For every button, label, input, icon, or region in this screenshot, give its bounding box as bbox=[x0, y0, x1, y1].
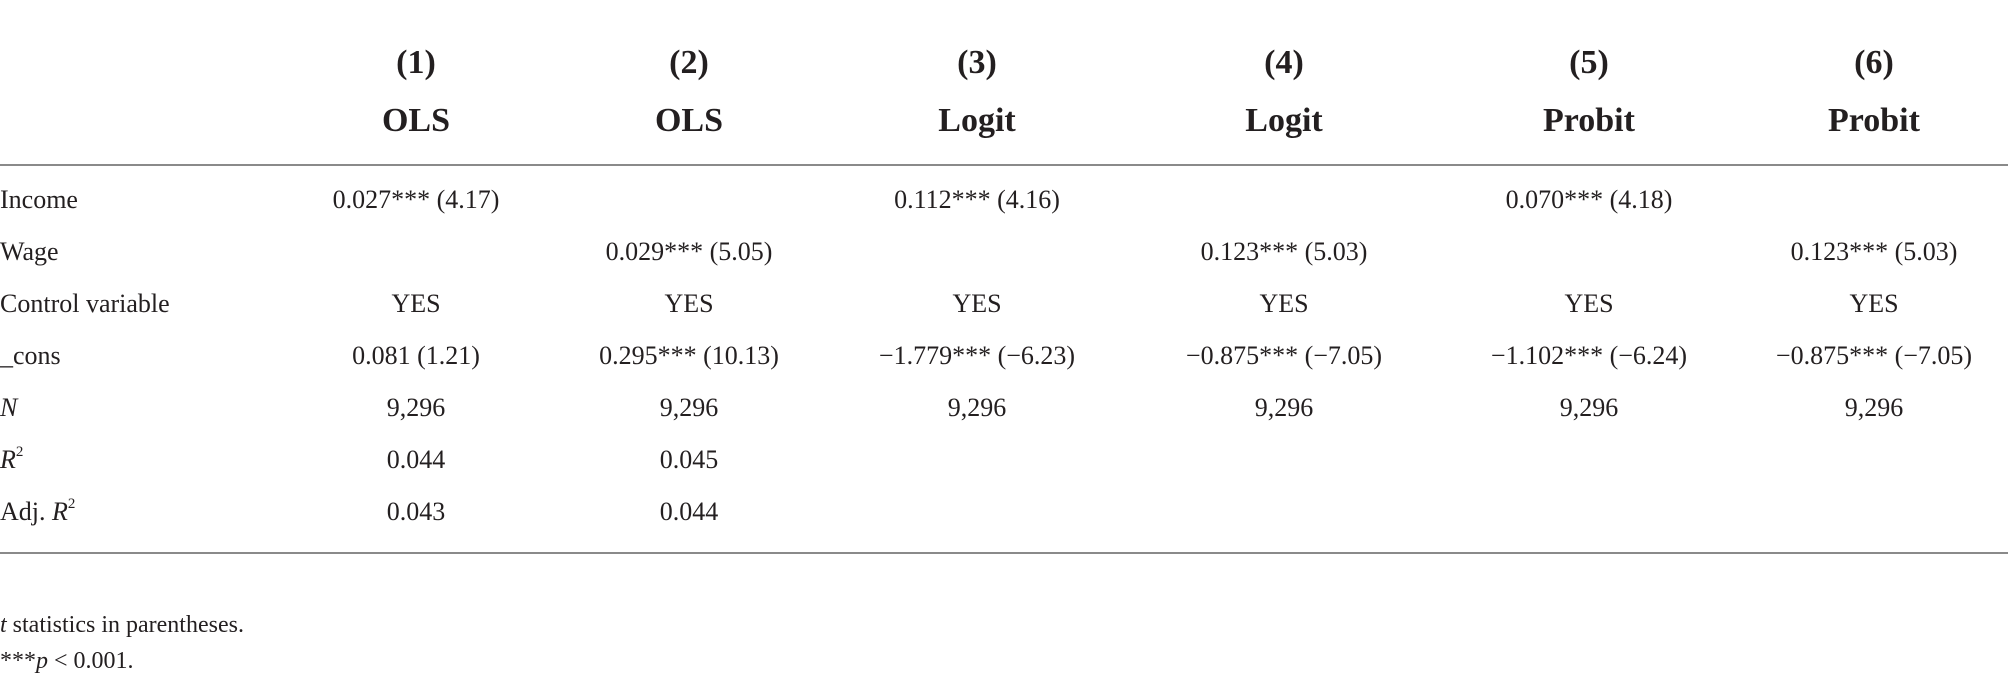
table-cell: 0.123*** (5.03) bbox=[1790, 237, 1958, 266]
table-cell bbox=[1130, 165, 1438, 226]
regression-table: (1) (2) (3) (4) (5) (6) OLS OLS Logit Lo… bbox=[0, 0, 2008, 553]
note-p-symbol: p bbox=[36, 648, 48, 674]
table-cell: 9,296 bbox=[659, 393, 719, 422]
table-cell: 0.029*** (5.05) bbox=[605, 237, 773, 266]
table-cell bbox=[1740, 486, 2008, 553]
row-label: Control variable bbox=[0, 289, 170, 318]
table-row-control-variable: Control variable YES YES YES YES YES YES bbox=[0, 278, 2008, 330]
table-row-adj-r-squared: Adj. R2 0.043 0.044 bbox=[0, 486, 2008, 553]
table-cell bbox=[1740, 165, 2008, 226]
column-number: (2) bbox=[669, 44, 709, 81]
column-number: (5) bbox=[1569, 44, 1609, 81]
header-corner-cell bbox=[0, 0, 278, 82]
model-name: OLS bbox=[381, 102, 451, 139]
column-number: (1) bbox=[396, 44, 436, 81]
table-cell: YES bbox=[1849, 289, 1899, 318]
table-cell: 9,296 bbox=[386, 393, 446, 422]
t-statistics-note: t statistics in parentheses. bbox=[0, 607, 244, 643]
note-t-text: statistics in parentheses. bbox=[6, 612, 244, 638]
table-cell: 0.081 (1.21) bbox=[352, 341, 480, 370]
table-cell bbox=[824, 486, 1130, 553]
table-cell bbox=[1438, 434, 1740, 486]
table-cell bbox=[554, 165, 824, 226]
table-cell: −0.875*** (−7.05) bbox=[1185, 341, 1383, 370]
table-row-income: Income 0.027*** (4.17) 0.112*** (4.16) 0… bbox=[0, 165, 2008, 226]
table-cell bbox=[1438, 486, 1740, 553]
row-label: N bbox=[0, 393, 18, 422]
table-cell: 0.070*** (4.18) bbox=[1505, 185, 1673, 214]
table-cell bbox=[824, 226, 1130, 278]
table-cell: 0.044 bbox=[386, 445, 446, 474]
row-label-prefix: Adj. bbox=[0, 497, 52, 526]
model-name: Logit bbox=[1245, 102, 1323, 139]
table-cell: 0.045 bbox=[659, 445, 719, 474]
table-notes: t statistics in parentheses. ***p < 0.00… bbox=[0, 607, 244, 679]
table-cell: YES bbox=[952, 289, 1002, 318]
row-label-superscript: 2 bbox=[15, 444, 24, 460]
model-name: Probit bbox=[1828, 102, 1920, 139]
table-cell: 9,296 bbox=[1559, 393, 1619, 422]
table-cell: 0.044 bbox=[659, 497, 719, 526]
table-cell: −1.779*** (−6.23) bbox=[878, 341, 1076, 370]
row-label: _cons bbox=[0, 341, 61, 370]
model-name-row: OLS OLS Logit Logit Probit Probit bbox=[0, 82, 2008, 165]
table-cell bbox=[278, 226, 554, 278]
note-p-text: < 0.001. bbox=[48, 648, 134, 674]
model-name: Logit bbox=[938, 102, 1016, 139]
table-cell: 0.295*** (10.13) bbox=[599, 341, 779, 370]
table-row-r-squared: R2 0.044 0.045 bbox=[0, 434, 2008, 486]
table-header: (1) (2) (3) (4) (5) (6) OLS OLS Logit Lo… bbox=[0, 0, 2008, 165]
table-cell bbox=[1740, 434, 2008, 486]
row-label-superscript: 2 bbox=[67, 496, 76, 512]
model-name: Probit bbox=[1543, 102, 1635, 139]
table-cell bbox=[824, 434, 1130, 486]
table-cell: YES bbox=[1564, 289, 1614, 318]
table-cell: 0.123*** (5.03) bbox=[1200, 237, 1368, 266]
column-number: (6) bbox=[1854, 44, 1894, 81]
row-label: Wage bbox=[0, 237, 59, 266]
table-cell: YES bbox=[1259, 289, 1309, 318]
table-cell: YES bbox=[664, 289, 714, 318]
table-row-wage: Wage 0.029*** (5.05) 0.123*** (5.03) 0.1… bbox=[0, 226, 2008, 278]
table-cell: YES bbox=[391, 289, 441, 318]
table-cell bbox=[1130, 486, 1438, 553]
row-label-symbol: R bbox=[0, 445, 16, 474]
note-stars: *** bbox=[0, 648, 36, 674]
regression-table-container: (1) (2) (3) (4) (5) (6) OLS OLS Logit Lo… bbox=[0, 0, 2008, 553]
table-cell bbox=[1130, 434, 1438, 486]
model-name: OLS bbox=[654, 102, 724, 139]
column-number: (4) bbox=[1264, 44, 1304, 81]
table-cell: −0.875*** (−7.05) bbox=[1775, 341, 1973, 370]
table-body: Income 0.027*** (4.17) 0.112*** (4.16) 0… bbox=[0, 165, 2008, 553]
column-number-row: (1) (2) (3) (4) (5) (6) bbox=[0, 0, 2008, 82]
table-cell: 0.043 bbox=[386, 497, 446, 526]
row-label: Adj. R2 bbox=[0, 486, 278, 553]
row-label: Income bbox=[0, 185, 78, 214]
table-row-n: N 9,296 9,296 9,296 9,296 9,296 9,296 bbox=[0, 382, 2008, 434]
table-cell: −1.102*** (−6.24) bbox=[1490, 341, 1688, 370]
table-cell: 9,296 bbox=[1254, 393, 1314, 422]
note-t-symbol: t bbox=[0, 612, 7, 638]
table-row-cons: _cons 0.081 (1.21) 0.295*** (10.13) −1.7… bbox=[0, 330, 2008, 382]
table-cell: 0.112*** (4.16) bbox=[894, 185, 1060, 214]
row-label-symbol: R bbox=[52, 497, 68, 526]
table-cell bbox=[1438, 226, 1740, 278]
table-cell: 9,296 bbox=[947, 393, 1007, 422]
header-corner-cell bbox=[0, 82, 278, 165]
table-cell: 9,296 bbox=[1844, 393, 1904, 422]
row-label: R2 bbox=[0, 434, 278, 486]
column-number: (3) bbox=[957, 44, 997, 81]
table-cell: 0.027*** (4.17) bbox=[332, 185, 500, 214]
significance-note: ***p < 0.001. bbox=[0, 643, 244, 679]
